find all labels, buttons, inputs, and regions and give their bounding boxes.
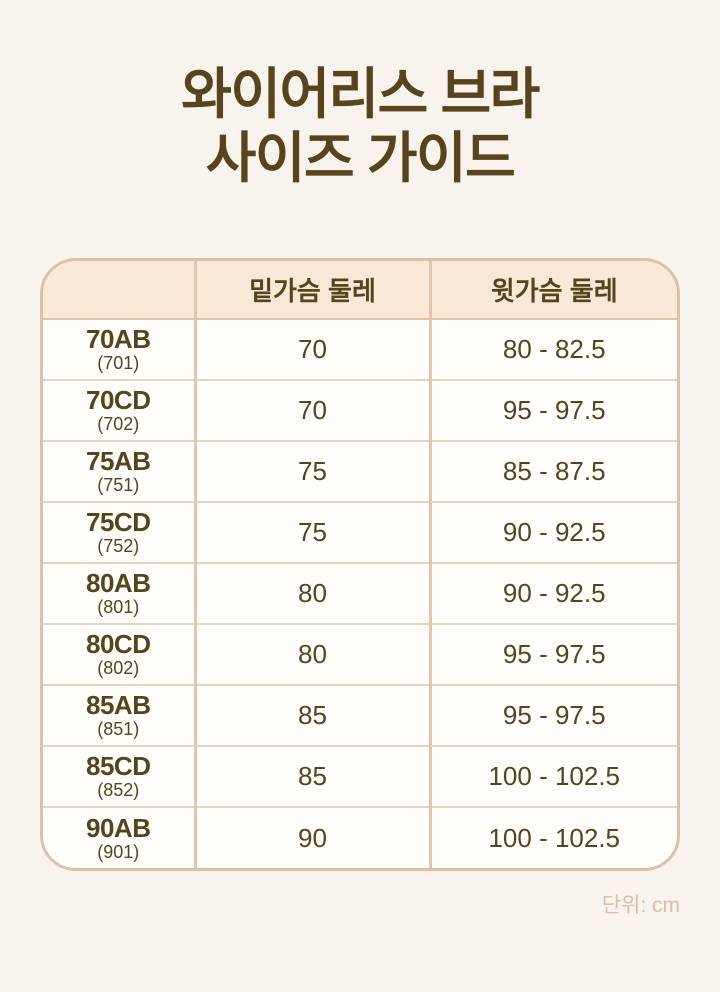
bust-cell: 95 - 97.5 [430,379,677,441]
size-cell: 80CD (802) [43,623,195,685]
underbust-cell: 75 [193,440,432,502]
underbust-cell: 70 [193,319,432,380]
underbust-cell: 75 [193,501,432,563]
size-label: 75AB [86,446,151,476]
bust-cell: 95 - 97.5 [430,623,677,685]
size-code: (752) [97,536,140,556]
table-row: 75CD (752) 75 90 - 92.5 [43,501,677,563]
size-code: (801) [97,597,140,617]
size-code: (701) [97,353,140,373]
size-label: 80AB [86,568,151,598]
size-cell: 85AB (851) [43,684,195,746]
size-code: (852) [97,780,140,800]
size-cell: 75AB (751) [43,440,195,502]
page-title: 와이어리스 브라 사이즈 가이드 [0,62,720,190]
underbust-cell: 85 [193,684,432,746]
table-row: 80AB (801) 80 90 - 92.5 [43,562,677,624]
table-row: 70AB (701) 70 80 - 82.5 [43,319,677,380]
header-bust-column: 윗가슴 둘레 [430,261,677,320]
bust-cell: 100 - 102.5 [430,806,677,868]
header-size-column [43,261,195,320]
size-code: (802) [97,658,140,678]
size-label: 70CD [86,385,151,415]
table-row: 85CD (852) 85 100 - 102.5 [43,745,677,807]
size-label: 85AB [86,690,151,720]
size-code: (751) [97,475,140,495]
title-line-1: 와이어리스 브라 [181,63,540,125]
unit-note: 단위: cm [601,894,680,917]
bust-cell: 90 - 92.5 [430,501,677,563]
size-cell: 70CD (702) [43,379,195,441]
bust-cell: 90 - 92.5 [430,562,677,624]
bust-cell: 80 - 82.5 [430,319,677,380]
size-label: 75CD [86,507,151,537]
table-row: 85AB (851) 85 95 - 97.5 [43,684,677,746]
underbust-cell: 90 [193,806,432,868]
size-code: (851) [97,719,140,739]
table-body: 70AB (701) 70 80 - 82.5 70CD (702) 70 95 - 97.5… [43,319,677,868]
size-label: 85CD [86,751,151,781]
underbust-cell: 70 [193,379,432,441]
size-table: 밑가슴 둘레 윗가슴 둘레 70AB (701) 70 80 - 82.5 70CD (7… [43,261,677,868]
underbust-cell: 85 [193,745,432,807]
size-cell: 85CD (852) [43,745,195,807]
size-cell: 70AB (701) [43,319,195,380]
table-row: 70CD (702) 70 95 - 97.5 [43,379,677,441]
size-code: (702) [97,414,140,434]
table-header-row: 밑가슴 둘레 윗가슴 둘레 [43,261,677,320]
size-code: (901) [97,841,140,862]
size-label: 80CD [86,629,151,659]
bust-cell: 85 - 87.5 [430,440,677,502]
size-cell: 75CD (752) [43,501,195,563]
size-cell: 90AB (901) [43,806,195,868]
size-guide-table: 밑가슴 둘레 윗가슴 둘레 70AB (701) 70 80 - 82.5 70CD (7… [40,258,680,871]
size-label: 90AB [86,812,151,843]
title-line-2: 사이즈 가이드 [205,127,516,189]
size-cell: 80AB (801) [43,562,195,624]
size-label: 70AB [86,324,151,354]
table-row: 90AB (901) 90 100 - 102.5 [43,806,677,868]
table-row: 80CD (802) 80 95 - 97.5 [43,623,677,685]
underbust-cell: 80 [193,623,432,685]
header-underbust-column: 밑가슴 둘레 [193,261,432,320]
bust-cell: 100 - 102.5 [430,745,677,807]
bust-cell: 95 - 97.5 [430,684,677,746]
underbust-cell: 80 [193,562,432,624]
table-row: 75AB (751) 75 85 - 87.5 [43,440,677,502]
